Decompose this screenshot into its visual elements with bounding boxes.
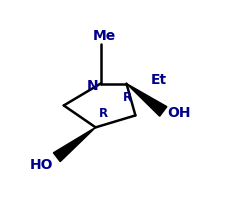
Text: R: R	[123, 91, 132, 104]
Text: Me: Me	[93, 29, 116, 43]
Text: OH: OH	[167, 106, 191, 120]
Text: N: N	[87, 79, 99, 93]
Polygon shape	[53, 127, 96, 162]
Text: Et: Et	[150, 73, 166, 87]
Polygon shape	[126, 84, 167, 116]
Text: R: R	[99, 107, 108, 120]
Text: HO: HO	[29, 158, 53, 172]
